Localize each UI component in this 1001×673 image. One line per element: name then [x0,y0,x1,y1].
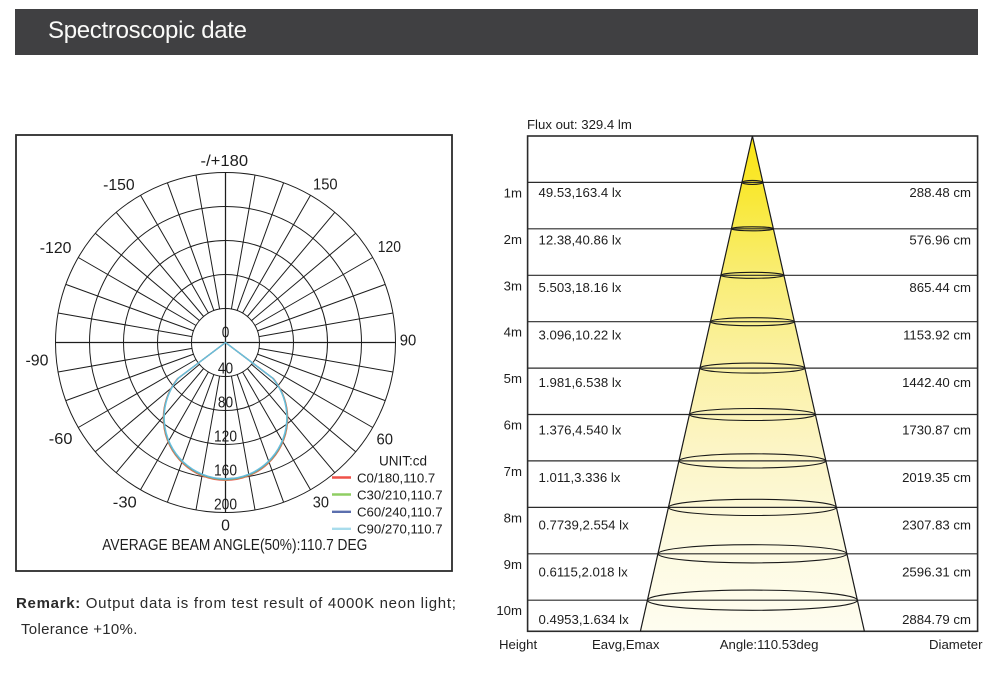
svg-text:160: 160 [214,463,237,480]
svg-text:1.376,4.540 lx: 1.376,4.540 lx [539,422,622,437]
svg-text:Diameter: Diameter [929,637,983,652]
svg-text:-/+180: -/+180 [201,153,249,170]
svg-text:60: 60 [377,431,394,448]
svg-text:C0/180,110.7: C0/180,110.7 [357,470,435,485]
svg-text:288.48 cm: 288.48 cm [909,185,971,200]
svg-text:2m: 2m [504,232,522,247]
svg-text:1.981,6.538 lx: 1.981,6.538 lx [539,375,622,390]
svg-text:2884.79 cm: 2884.79 cm [902,612,971,627]
svg-text:1153.92 cm: 1153.92 cm [903,327,971,342]
svg-text:1442.40 cm: 1442.40 cm [902,375,971,390]
svg-text:Eavg,Emax: Eavg,Emax [592,637,660,652]
svg-text:2019.35 cm: 2019.35 cm [902,470,971,485]
svg-text:0.6115,2.018 lx: 0.6115,2.018 lx [539,565,629,580]
svg-text:8m: 8m [504,510,522,525]
svg-text:0.7739,2.554 lx: 0.7739,2.554 lx [539,517,630,532]
svg-text:865.44 cm: 865.44 cm [909,280,971,295]
svg-text:12.38,40.86 lx: 12.38,40.86 lx [539,232,622,247]
svg-text:120: 120 [214,429,237,446]
svg-text:6m: 6m [504,418,522,433]
svg-text:5.503,18.16 lx: 5.503,18.16 lx [539,280,622,295]
svg-text:C30/210,110.7: C30/210,110.7 [357,487,443,502]
svg-text:9m: 9m [504,557,522,572]
svg-text:5m: 5m [504,371,522,386]
svg-text:Flux out: 329.4 lm: Flux out: 329.4 lm [527,117,632,132]
svg-text:-120: -120 [40,240,72,257]
svg-text:120: 120 [378,239,401,256]
svg-text:Height: Height [499,637,537,652]
svg-text:C90/270,110.7: C90/270,110.7 [357,522,443,537]
svg-text:0: 0 [221,518,230,535]
svg-text:1730.87 cm: 1730.87 cm [902,422,971,437]
svg-text:-30: -30 [113,495,137,512]
svg-text:90: 90 [400,332,417,349]
svg-text:40: 40 [218,361,233,378]
svg-text:4m: 4m [504,325,522,340]
svg-text:150: 150 [313,176,338,193]
svg-text:3m: 3m [504,278,522,293]
svg-text:80: 80 [218,395,233,412]
svg-text:0.4953,1.634 lx: 0.4953,1.634 lx [539,612,630,627]
svg-text:-60: -60 [49,431,73,448]
svg-text:C60/240,110.7: C60/240,110.7 [357,505,443,520]
svg-text:2307.83 cm: 2307.83 cm [902,517,971,532]
svg-text:576.96 cm: 576.96 cm [909,232,971,247]
svg-text:-150: -150 [103,177,135,194]
svg-text:200: 200 [214,497,237,514]
svg-text:2596.31 cm: 2596.31 cm [902,565,971,580]
svg-text:Angle:110.53deg: Angle:110.53deg [720,637,819,652]
svg-text:-90: -90 [26,353,49,370]
svg-text:30: 30 [313,494,329,511]
svg-text:UNIT:cd: UNIT:cd [379,454,427,469]
svg-text:49.53,163.4 lx: 49.53,163.4 lx [539,185,622,200]
svg-text:7m: 7m [504,464,522,479]
svg-text:1m: 1m [504,185,522,200]
svg-text:AVERAGE BEAM ANGLE(50%):110.7: AVERAGE BEAM ANGLE(50%):110.7 DEG [102,537,367,554]
svg-text:3.096,10.22 lx: 3.096,10.22 lx [539,327,622,342]
svg-text:0: 0 [222,325,230,342]
svg-text:10m: 10m [496,603,522,618]
svg-text:1.011,3.336 lx: 1.011,3.336 lx [539,470,621,485]
